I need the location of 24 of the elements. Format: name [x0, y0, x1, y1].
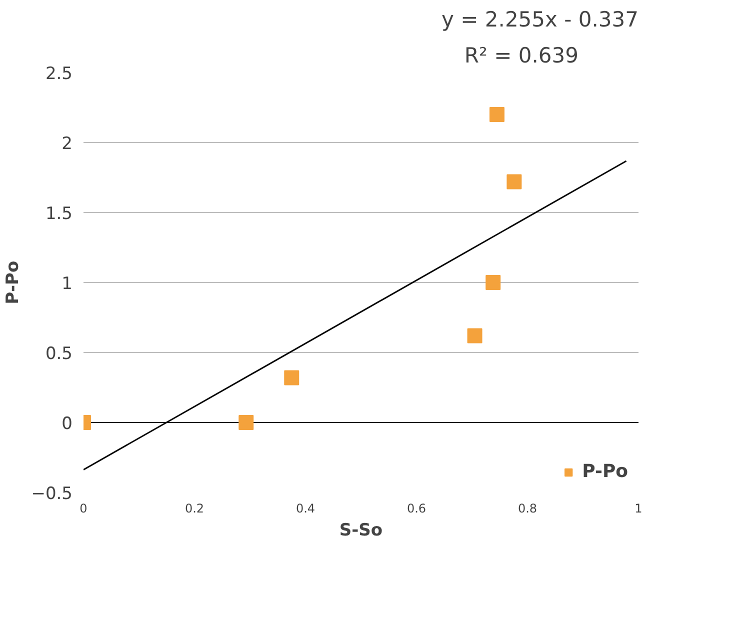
- legend-label: P-Po: [582, 461, 628, 482]
- y-tick-label: 1: [62, 274, 73, 294]
- point: [284, 370, 300, 386]
- x-tick-label: 0.6: [406, 502, 426, 516]
- y-tick-label: 2.5: [45, 64, 73, 84]
- y-tick-label: 0.5: [45, 344, 73, 364]
- point: [489, 107, 504, 122]
- y-tick-label: 2: [62, 134, 73, 154]
- y-tick-label: 0: [62, 414, 73, 434]
- y-tick-label: 1.5: [45, 204, 73, 224]
- y-tick-label: −0.5: [31, 484, 72, 504]
- point: [467, 328, 482, 344]
- x-axis-title: S-So: [339, 520, 383, 540]
- y-axis-title: P-Po: [3, 260, 24, 304]
- x-tick-label: 0.2: [184, 502, 204, 516]
- text: R² = 0.639: [464, 44, 579, 68]
- point: [486, 275, 501, 290]
- text: y = 2.255x - 0.337: [442, 8, 638, 32]
- point: [238, 415, 254, 430]
- x-tick-label: 0.8: [518, 502, 538, 516]
- point: [506, 174, 522, 190]
- x-tick-label: 0.4: [296, 502, 316, 516]
- x-tick-label: 0: [80, 502, 88, 516]
- x-tick-label: 1: [634, 502, 642, 516]
